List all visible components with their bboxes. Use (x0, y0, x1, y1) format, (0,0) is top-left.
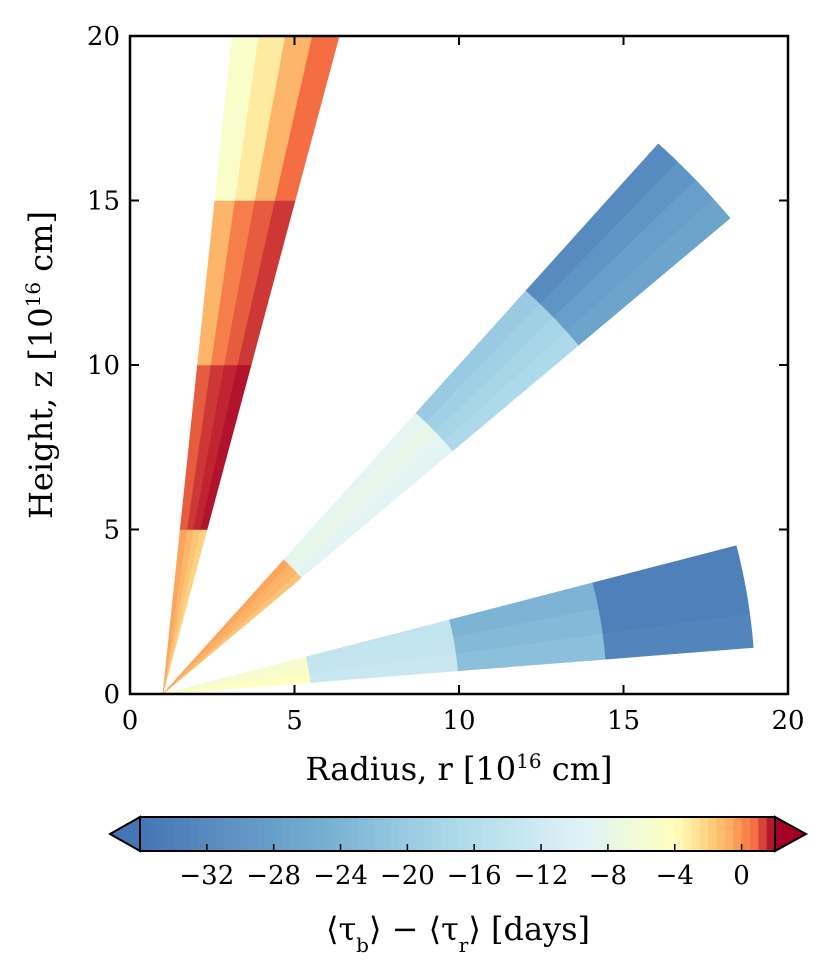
plot-cells (162, 36, 754, 694)
y-tick-label: 10 (87, 351, 120, 381)
cell-wedge-diagonal-1-1 (292, 430, 445, 574)
cell-wedge-diagonal-3-3 (525, 143, 678, 304)
cell-wedge-vertical-3-1 (254, 36, 313, 201)
colorbar-tick-label: −24 (313, 861, 368, 891)
x-tick-label: 0 (122, 706, 139, 736)
cell-wedge-vertical-3-0 (274, 36, 340, 201)
cell-wedge-vertical-3-2 (234, 36, 286, 201)
y-tick-label: 0 (103, 680, 120, 710)
y-tick-label: 5 (103, 516, 120, 546)
x-tick-label: 10 (442, 706, 475, 736)
cell-wedge-diagonal-1-2 (288, 421, 436, 569)
x-axis-label: Radius, r [1016 cm] (305, 749, 612, 788)
x-tick-label: 5 (286, 706, 303, 736)
colorbar-tick-label: −4 (656, 861, 694, 891)
y-axis-label: Height, z [1016 cm] (21, 211, 60, 519)
y-tick-label: 20 (87, 22, 120, 52)
x-tick-label: 20 (771, 706, 804, 736)
x-axis: 0 5 10 15 20 (122, 36, 805, 736)
colorbar-tick-label: −20 (380, 861, 435, 891)
colorbar-tick-label: −16 (447, 861, 502, 891)
colorbar-label: ⟨τb⟩ − ⟨τr⟩ [days] (326, 910, 590, 957)
colorbar-tick-label: −8 (589, 861, 627, 891)
y-axis: 0 5 10 15 20 (87, 22, 788, 710)
colorbar: −32 −28 −24 −20 −16 −12 −8 −4 0 (107, 815, 809, 891)
cell-wedge-vertical-3-3 (214, 36, 259, 201)
cell-wedge-horizontal-3-2 (592, 545, 745, 609)
y-tick-label: 15 (87, 187, 120, 217)
colorbar-tick-label: −32 (179, 861, 234, 891)
colorbar-tick-label: −28 (246, 861, 301, 891)
x-tick-label: 15 (607, 706, 640, 736)
colorbar-tick-label: −12 (514, 861, 569, 891)
colorbar-tick-label: 0 (733, 861, 750, 891)
